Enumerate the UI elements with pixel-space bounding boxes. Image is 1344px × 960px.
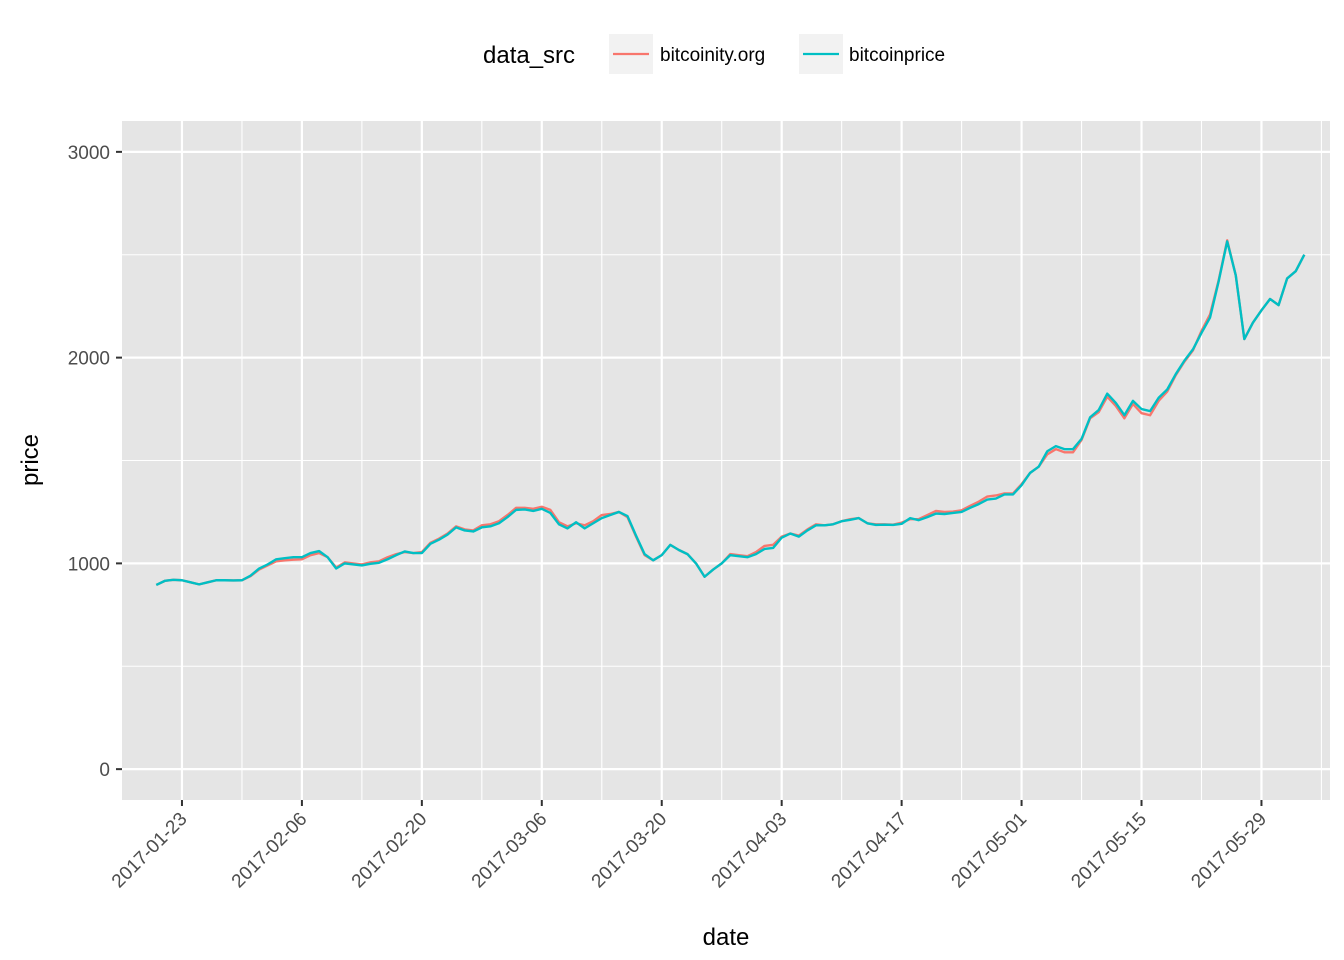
x-tick-label: 2017-02-06 (228, 809, 312, 893)
legend: data_src bitcoinity.org bitcoinprice (483, 34, 945, 74)
gridlines (122, 121, 1330, 800)
x-tick-label: 2017-05-01 (948, 809, 1032, 893)
x-tick-label: 2017-05-29 (1187, 809, 1271, 893)
x-axis: 2017-01-23 2017-02-06 2017-02-20 2017-03-06… (108, 800, 1271, 892)
y-tick-label: 3000 (68, 143, 110, 164)
y-axis-title: price (17, 434, 44, 486)
series-line-bitcoinprice (155, 240, 1306, 587)
y-tick-label: 1000 (68, 554, 110, 575)
legend-title: data_src (483, 42, 575, 69)
y-axis: 0 1000 2000 3000 (68, 143, 122, 781)
x-tick-label: 2017-02-20 (348, 809, 432, 893)
x-tick-label: 2017-04-17 (828, 809, 912, 893)
y-tick-label: 2000 (68, 349, 110, 370)
legend-label-bitcoinity: bitcoinity.org (660, 45, 765, 66)
series-lines (155, 239, 1306, 587)
x-axis-title: date (703, 924, 750, 951)
x-tick-label: 2017-04-03 (708, 809, 792, 893)
x-tick-label: 2017-01-23 (108, 809, 192, 893)
x-tick-label: 2017-03-20 (588, 809, 672, 893)
x-tick-label: 2017-03-06 (468, 809, 552, 893)
y-tick-label: 0 (99, 760, 110, 781)
legend-label-bitcoinprice: bitcoinprice (849, 45, 945, 66)
x-tick-label: 2017-05-15 (1067, 809, 1151, 893)
